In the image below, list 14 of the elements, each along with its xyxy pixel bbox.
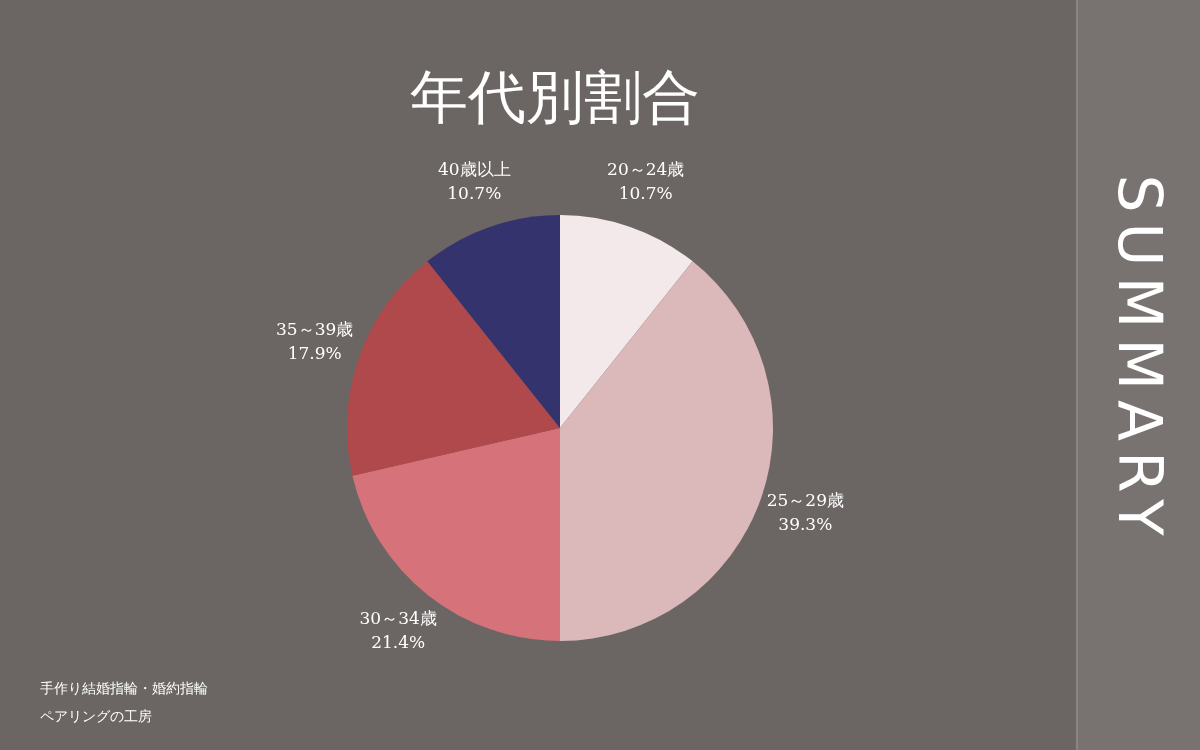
data-label: 39.3% <box>778 514 833 535</box>
data-label: 17.9% <box>287 342 342 363</box>
slice-label: 25～29歳 <box>766 490 844 511</box>
slice-label: 35～39歳 <box>276 318 354 339</box>
slice-label: 30～34歳 <box>359 607 437 628</box>
slice-label: 40歳以上 <box>437 159 511 180</box>
text: 手作り結婚指輪・婚約指輪 <box>40 679 209 698</box>
chart-title: 年代別割合 <box>409 62 701 132</box>
data-label: 21.4% <box>371 631 426 652</box>
text: ペアリングの工房 <box>40 707 153 726</box>
data-label: 10.7% <box>618 183 673 204</box>
data-label: 10.7% <box>447 183 502 204</box>
text: SUMMARY <box>1105 174 1175 546</box>
slice-label: 20～24歳 <box>607 159 685 180</box>
